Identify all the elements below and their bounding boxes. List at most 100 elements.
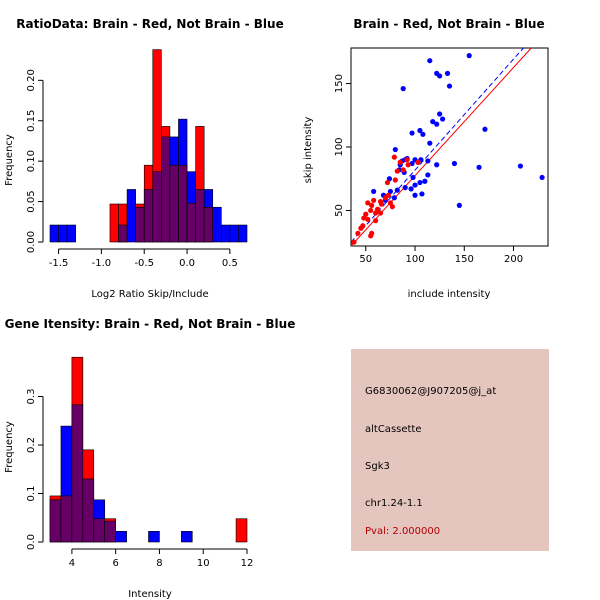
scatter-point-not-brain [434, 121, 440, 127]
ratio-x-tick-label: -1.5 [49, 258, 69, 269]
scatter-y-tick-label: 150 [334, 74, 345, 93]
ratio-y-tick-label: 0.15 [26, 110, 37, 132]
ratio-histogram-title: RatioData: Brain - Red, Not Brain - Blue [16, 17, 283, 31]
ratio-bar-not-brain [66, 224, 76, 243]
ratio-bar-not-brain [126, 189, 136, 243]
ratio-bar-overlap [118, 224, 128, 243]
gene-x-tick-label: 6 [112, 558, 118, 569]
scatter-point-not-brain [476, 164, 482, 170]
scatter-point-not-brain [427, 140, 433, 146]
ratio-histogram-ylabel: Frequency [4, 134, 15, 186]
gene-name-text: Sgk3 [365, 461, 390, 472]
scatter-point-brain [400, 167, 406, 173]
scatter-point-brain [365, 200, 371, 206]
scatter-point-not-brain [402, 185, 408, 191]
gene-bar-not-brain [181, 531, 193, 543]
scatter-point-brain [369, 230, 375, 236]
ratio-bar-overlap [169, 164, 179, 243]
scatter-point-brain [369, 202, 375, 208]
scatter-point-not-brain [440, 116, 446, 122]
ratio-bar-not-brain [58, 224, 68, 243]
scatter-point-not-brain [371, 188, 377, 195]
gene-y-tick-label: 0.3 [26, 389, 37, 405]
ratio-histogram-axes: -1.5 -1.0 -0.5 0.0 0.5 0.00 0.05 0.10 0.15 0.20 [26, 69, 238, 269]
scatter-point-not-brain [437, 73, 443, 79]
gene-x-tick-label: 4 [69, 558, 75, 569]
scatter-point-not-brain [400, 86, 406, 92]
scatter-point-brain [415, 159, 421, 165]
scatter-point-not-brain [417, 127, 423, 134]
scatter-point-brain [391, 154, 397, 160]
event-type-text: altCassette [365, 424, 422, 435]
ratio-bar-not-brain [49, 224, 59, 243]
scatter-point-brain [355, 230, 361, 236]
ratio-x-tick-label: -0.5 [134, 258, 154, 269]
scatter-point-brain [363, 211, 369, 217]
gene-bar-overlap [82, 478, 95, 543]
scatter-point-not-brain [392, 146, 398, 153]
gene-bar-not-brain [148, 531, 160, 543]
scatter-point-not-brain [417, 179, 423, 186]
ratio-bar-overlap [203, 206, 214, 243]
scatter-point-brain [368, 207, 374, 214]
gene-intensity-xlabel: Intensity [128, 589, 172, 600]
scatter-point-not-brain [408, 186, 414, 192]
scatter-point-not-brain [419, 191, 425, 197]
gene-bar-brain [235, 518, 248, 543]
ratio-bar-overlap [152, 171, 162, 243]
ratio-bar-brain [109, 203, 119, 243]
scatter-point-brain [365, 216, 371, 222]
scatter-point-not-brain [420, 131, 426, 137]
gene-bar-overlap [60, 495, 73, 543]
scatter-point-brain [389, 204, 395, 210]
ratio-y-tick-label: 0.10 [26, 150, 37, 172]
scatter-point-not-brain [422, 178, 428, 184]
gene-intensity-title: Gene Itensity: Brain - Red, Not Brain - … [5, 317, 296, 331]
scatter-point-brain [405, 162, 411, 168]
scatter-point-not-brain [451, 160, 458, 167]
gene-y-tick-label: 0.1 [26, 486, 37, 502]
scatter-point-not-brain [412, 192, 418, 198]
scatter-point-not-brain [456, 202, 462, 208]
scatter-point-not-brain [410, 174, 416, 181]
scatter-point-not-brain [425, 172, 431, 178]
scatter-point-not-brain [412, 182, 418, 188]
gene-x-tick-label: 10 [197, 558, 210, 569]
scatter-point-not-brain [409, 130, 415, 136]
ratio-histogram: RatioData: Brain - Red, Not Brain - Blue… [4, 17, 284, 300]
gene-bar-overlap [104, 520, 116, 543]
gene-bar-overlap [71, 404, 84, 543]
ratio-x-tick-label: 0.5 [222, 258, 238, 269]
scatter-point-not-brain [437, 111, 443, 117]
ratio-histogram-xlabel: Log2 Ratio Skip/Include [91, 289, 208, 300]
ratio-y-tick-label: 0.20 [26, 69, 37, 91]
ratio-bar-overlap [161, 136, 171, 243]
ratio-bar-overlap [186, 202, 196, 243]
ratio-bar-not-brain [238, 224, 248, 243]
gene-y-tick-label: 0.2 [26, 437, 37, 453]
ratio-x-tick-label: 0.0 [179, 258, 195, 269]
scatter-point-not-brain [409, 160, 415, 167]
gene-bar-overlap [93, 518, 106, 543]
gene-intensity-bars [49, 356, 248, 543]
probe-id-text: G6830062@J907205@j_at [365, 386, 497, 397]
ratio-bar-not-brain [212, 206, 222, 243]
scatter-point-brain [373, 218, 379, 224]
scatter-point-brain [397, 159, 403, 165]
gene-x-tick-label: 12 [241, 558, 254, 569]
gene-intensity-histogram: Gene Itensity: Brain - Red, Not Brain - … [4, 317, 295, 600]
pval-text: Pval: 2.000000 [365, 526, 441, 537]
scatter-point-not-brain [482, 126, 488, 132]
scatter-x-tick-label: 150 [455, 254, 474, 265]
scatter-point-not-brain [394, 187, 400, 193]
scatter-point-not-brain [517, 163, 524, 169]
scatter-point-not-brain [446, 83, 453, 89]
scatter-point-not-brain [444, 70, 451, 76]
ratio-bar-not-brain [221, 224, 231, 243]
scatter-point-brain [384, 179, 391, 186]
scatter-point-brain [374, 206, 381, 212]
gene-x-tick-label: 8 [156, 558, 162, 569]
ratio-bar-overlap [143, 189, 154, 243]
scatter-plot-box [350, 47, 549, 247]
